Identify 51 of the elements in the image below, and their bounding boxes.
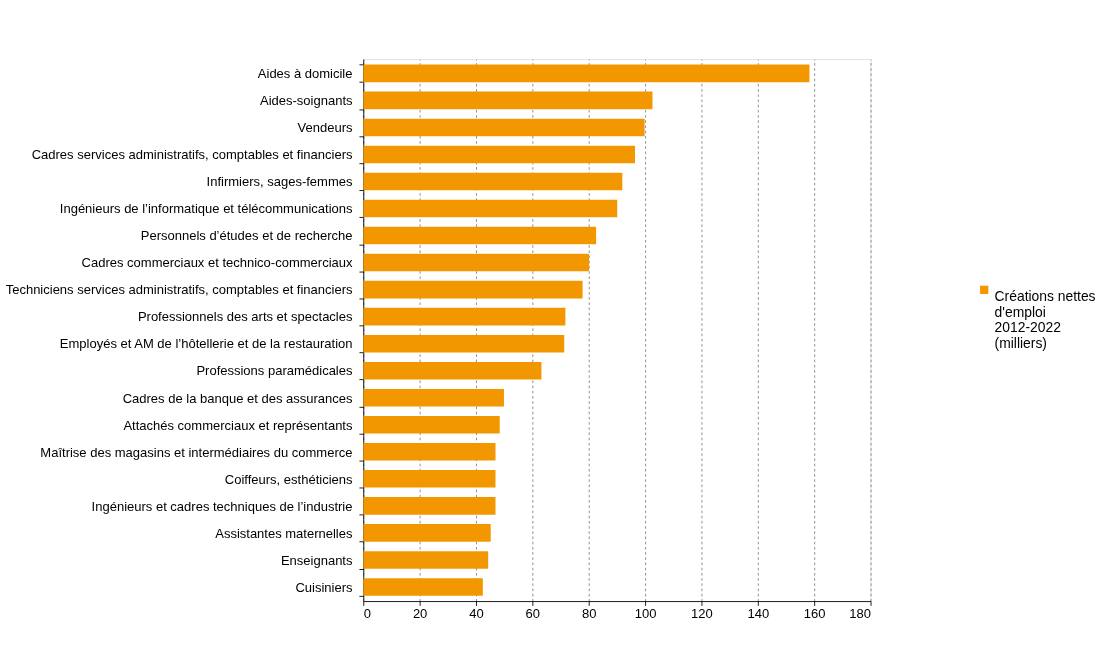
y-tick-label: Vendeurs — [297, 120, 353, 136]
bar — [363, 578, 483, 596]
y-tick-label: Attachés commerciaux et représentants — [123, 417, 353, 433]
bar — [363, 524, 491, 542]
x-tick-label: 40 — [469, 606, 484, 622]
y-tick-label: Enseignants — [280, 552, 353, 568]
x-tick-label: 100 — [634, 606, 657, 622]
x-tick-label: 120 — [691, 606, 713, 622]
y-tick-label: Ingénieurs et cadres techniques de l’industrie — [91, 498, 353, 514]
y-tick-label: Personnels d’études et de recherche — [140, 228, 353, 244]
bar — [363, 280, 583, 299]
y-tick-label: Assistantes maternelles — [215, 525, 353, 541]
y-tick-label: Employés et AM de l’hôtellerie et de la restauration — [59, 336, 353, 352]
bar — [363, 64, 810, 83]
bar — [363, 307, 566, 326]
y-tick-label: Maîtrise des magasins et intermédiaires du commerce — [40, 444, 353, 460]
x-tick-label: 60 — [525, 606, 541, 622]
y-tick-label: Cuisiniers — [295, 579, 353, 595]
bar — [363, 145, 635, 164]
y-tick-label: Ingénieurs de l’informatique et télécommunications — [59, 201, 353, 217]
x-tick-label: 140 — [747, 606, 770, 622]
y-tick-label: Cadres commerciaux et technico-commerciaux — [81, 255, 353, 271]
y-tick-label: Cadres de la banque et des assurances — [122, 390, 353, 406]
bar — [363, 91, 653, 110]
x-tick-label: 160 — [803, 606, 826, 622]
bar — [363, 388, 504, 407]
bar — [363, 199, 618, 218]
legend-label: Créations nettes d'emploi 2012-2022 (milliers) — [994, 288, 1096, 351]
y-tick-label: Professions paramédicales — [196, 363, 353, 379]
bar — [363, 470, 496, 488]
y-tick-label: Infirmiers, sages-femmes — [206, 174, 353, 190]
bar — [363, 334, 565, 353]
bar — [363, 253, 590, 272]
bar — [363, 361, 542, 380]
x-tick-label: 180 — [849, 606, 872, 622]
bar — [363, 118, 645, 137]
y-tick-label: Cadres services administratifs, comptables et financiers — [31, 147, 353, 163]
x-tick-label: 0 — [363, 606, 371, 622]
y-tick-label: Aides à domicile — [257, 66, 353, 82]
bar — [363, 443, 496, 461]
x-tick-label: 80 — [581, 606, 597, 622]
y-tick-label: Aides-soignants — [259, 93, 353, 109]
bar — [363, 497, 496, 515]
bar — [363, 172, 623, 191]
bar — [363, 551, 489, 569]
bar — [363, 226, 597, 245]
y-tick-label: Coiffeurs, esthéticiens — [224, 471, 353, 487]
y-tick-label: Professionnels des arts et spectacles — [137, 309, 353, 325]
bar — [363, 415, 500, 434]
x-tick-label: 20 — [412, 606, 428, 622]
y-tick-label: Techniciens services administratifs, comptables et financiers — [5, 282, 353, 298]
